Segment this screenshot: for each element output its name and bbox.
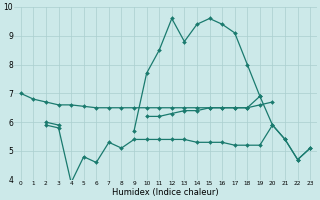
X-axis label: Humidex (Indice chaleur): Humidex (Indice chaleur) [112,188,219,197]
